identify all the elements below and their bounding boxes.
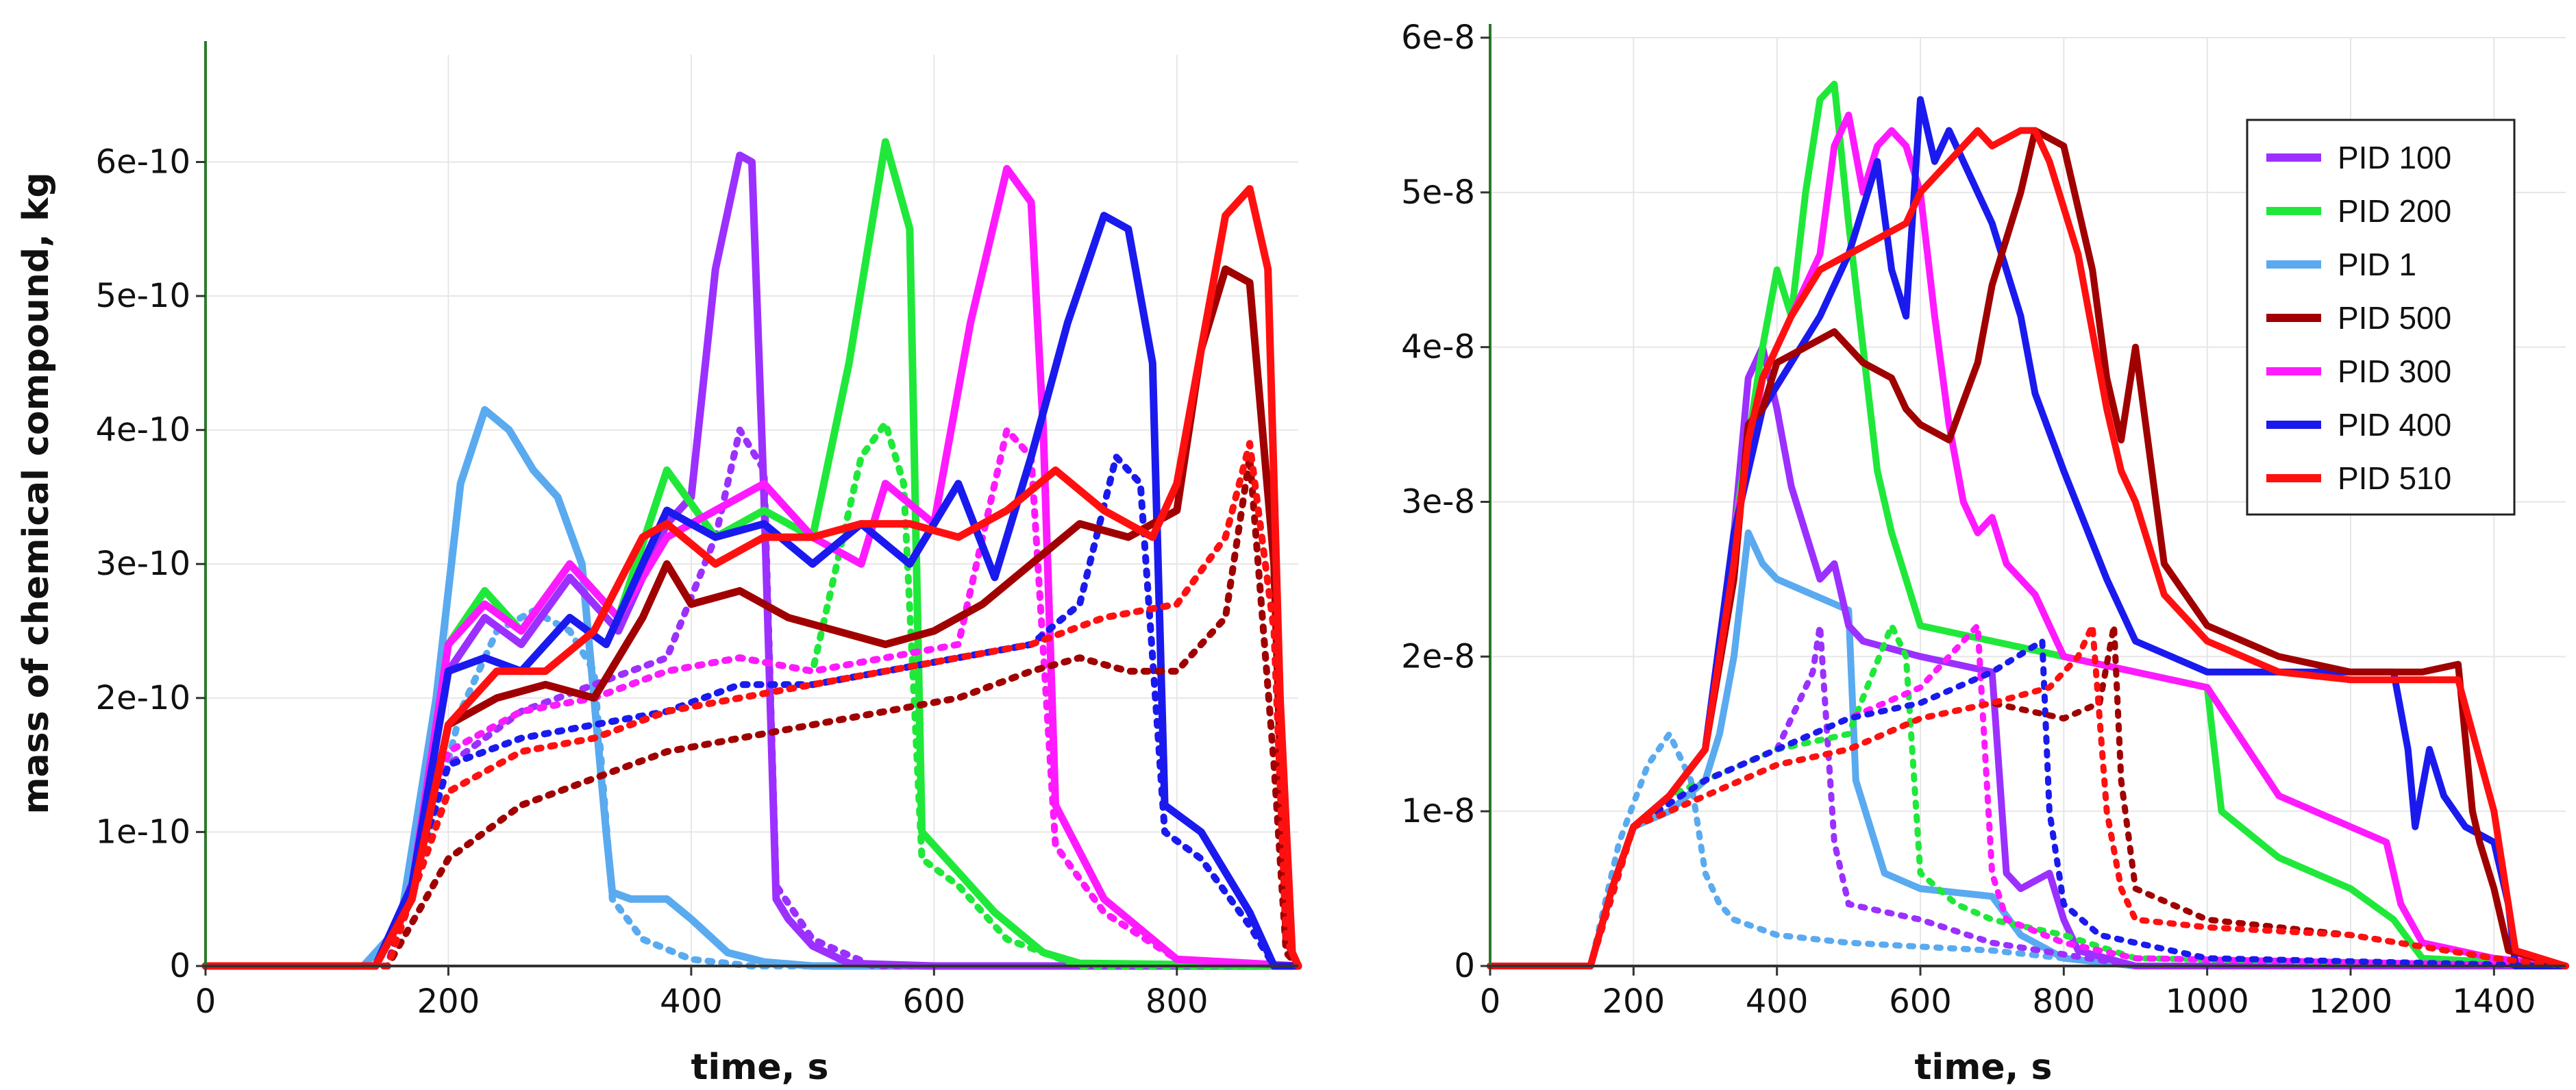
x-tick-label: 400 xyxy=(1746,982,1809,1021)
legend-label: PID 300 xyxy=(2338,354,2451,389)
y-tick-label: 6e-8 xyxy=(1401,18,1475,57)
series-line-pid-500-dot xyxy=(1487,622,2569,969)
y-tick-label: 2e-8 xyxy=(1401,637,1475,676)
y-tick-label: 1e-8 xyxy=(1401,792,1475,830)
legend-label: PID 400 xyxy=(2338,407,2451,443)
x-tick-label: 1400 xyxy=(2452,982,2536,1021)
series-line-pid-300-dot xyxy=(202,426,1302,969)
series-line-pid-400-solid xyxy=(1487,96,2569,969)
x-tick-label: 400 xyxy=(660,982,723,1021)
x-tick-label: 0 xyxy=(1480,982,1501,1021)
chart-left: time, s mass of chemical compound, kg 0 2… xyxy=(16,41,1302,1088)
series-line-pid-300-solid xyxy=(201,164,1302,970)
legend-label: PID 200 xyxy=(2338,193,2451,229)
legend-label: PID 510 xyxy=(2338,460,2451,496)
x-tick-label: 600 xyxy=(1889,982,1952,1021)
series-line-pid-510-solid xyxy=(1487,127,2569,969)
series-line-pid-100-solid xyxy=(201,151,1302,970)
legend-label: PID 100 xyxy=(2338,140,2451,175)
series-line-pid-1-solid xyxy=(1487,529,2569,969)
x-tick-label: 200 xyxy=(1602,982,1665,1021)
series-line-pid-400-solid xyxy=(201,212,1302,970)
x-tick-label: 800 xyxy=(2033,982,2096,1021)
series-line-pid-510-dot xyxy=(1487,622,2569,969)
y-tick-label: 2e-10 xyxy=(96,679,190,717)
legend-label: PID 500 xyxy=(2338,300,2451,336)
y-tick-label: 1e-10 xyxy=(96,813,190,851)
legend-label: PID 1 xyxy=(2338,247,2416,282)
series-line-pid-500-solid xyxy=(201,265,1302,970)
chart-right: time, s 0 200 400 600 800 1000 1200 1400 0 1e-8 2e… xyxy=(1401,18,2569,1088)
x-tick-label: 1000 xyxy=(2166,982,2249,1021)
series-line-pid-200-dot xyxy=(202,419,1302,969)
x-tick-label: 0 xyxy=(195,982,216,1021)
y-tick-label: 0 xyxy=(1454,947,1475,985)
y-tick-label: 5e-10 xyxy=(96,277,190,315)
series-line-pid-1-dot xyxy=(202,607,1302,969)
y-tick-label: 3e-8 xyxy=(1401,483,1475,521)
y-tick-label: 0 xyxy=(169,947,190,985)
x-tick-label: 200 xyxy=(417,982,480,1021)
y-tick-label: 5e-8 xyxy=(1401,173,1475,212)
x-axis-label-left: time, s xyxy=(691,1047,829,1088)
y-tick-label: 6e-10 xyxy=(96,143,190,181)
y-tick-label: 4e-8 xyxy=(1401,328,1475,367)
legend: PID 100 PID 200 PID 1 PID 500 PID 300 PID 400… xyxy=(2246,119,2516,516)
y-tick-label: 4e-10 xyxy=(96,411,190,449)
series-line-pid-1-dot xyxy=(1487,730,2569,969)
x-tick-label: 1200 xyxy=(2309,982,2392,1021)
x-tick-label: 800 xyxy=(1145,982,1209,1021)
y-axis-label-left: mass of chemical compound, kg xyxy=(16,172,57,814)
series-line-pid-510-solid xyxy=(201,185,1302,970)
series-line-pid-510-dot xyxy=(202,440,1302,969)
y-tick-label: 3e-10 xyxy=(96,545,190,583)
series-line-pid-400-dot xyxy=(1487,638,2569,969)
x-axis-label-right: time, s xyxy=(1915,1047,2053,1088)
x-tick-label: 600 xyxy=(903,982,966,1021)
